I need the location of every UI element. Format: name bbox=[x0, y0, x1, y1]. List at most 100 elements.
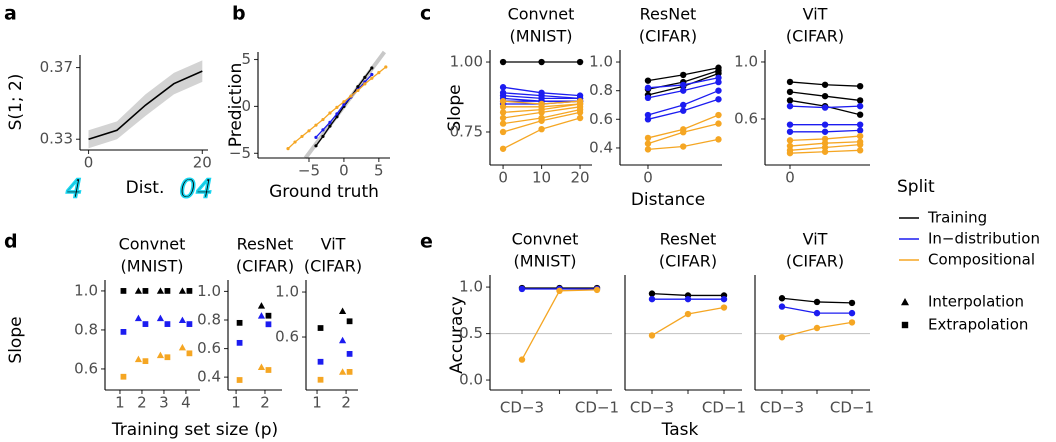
data-point bbox=[370, 66, 374, 70]
data-point bbox=[335, 105, 339, 109]
panel-label: a bbox=[4, 3, 17, 25]
triangle-marker bbox=[134, 314, 143, 322]
data-point bbox=[786, 128, 794, 135]
data-point bbox=[335, 112, 339, 116]
triangle-marker bbox=[178, 287, 187, 294]
data-point bbox=[321, 117, 325, 122]
data-point bbox=[848, 309, 856, 317]
y-axis-label: Slope bbox=[6, 316, 26, 363]
data-point bbox=[786, 97, 794, 104]
square-marker bbox=[142, 288, 149, 294]
panel-label: e bbox=[420, 231, 433, 253]
data-point bbox=[342, 102, 346, 107]
x-tick-label: 3 bbox=[159, 394, 169, 412]
data-point bbox=[576, 109, 584, 116]
x-tick-label: CD−1 bbox=[575, 399, 619, 417]
data-point bbox=[370, 76, 374, 80]
subplot-title: Convnet bbox=[119, 235, 186, 254]
data-point bbox=[786, 88, 794, 96]
square-marker bbox=[236, 339, 243, 346]
y-tick-label: 1.0 bbox=[734, 52, 758, 70]
x-axis-label: Training set size (p) bbox=[111, 420, 278, 440]
data-point bbox=[518, 285, 526, 293]
y-tick-label: 0.6 bbox=[275, 328, 299, 346]
data-point bbox=[715, 87, 722, 94]
data-point bbox=[680, 81, 687, 89]
panel-label: c bbox=[420, 3, 431, 25]
data-point bbox=[786, 78, 794, 86]
data-point bbox=[821, 81, 829, 88]
y-tick-label: 1.0 bbox=[275, 283, 299, 301]
subplot-title: (CIFAR) bbox=[304, 257, 362, 276]
data-point bbox=[786, 137, 794, 144]
triangle-marker bbox=[156, 314, 165, 322]
y-tick-label: 5 bbox=[241, 50, 251, 68]
square-marker bbox=[901, 321, 909, 329]
square-marker bbox=[120, 288, 127, 294]
data-point bbox=[321, 134, 325, 139]
square-marker bbox=[317, 376, 324, 383]
data-point bbox=[644, 116, 652, 123]
y-tick-label: 1.0 bbox=[74, 281, 98, 299]
y-tick-label: 1.0 bbox=[459, 278, 483, 296]
square-marker bbox=[317, 325, 324, 331]
data-point bbox=[300, 134, 304, 139]
data-point bbox=[786, 121, 794, 128]
data-point bbox=[538, 109, 545, 116]
subplot-title: (CIFAR) bbox=[786, 252, 844, 271]
data-point bbox=[848, 319, 856, 326]
data-point bbox=[821, 148, 829, 155]
triangle-marker bbox=[338, 368, 347, 375]
data-point bbox=[314, 135, 318, 139]
data-point bbox=[856, 132, 864, 140]
data-point bbox=[813, 298, 821, 306]
data-point bbox=[349, 94, 353, 98]
data-point bbox=[499, 114, 507, 122]
y-tick-label: 0.4 bbox=[197, 368, 221, 386]
y-tick-label: 0.8 bbox=[197, 311, 221, 329]
triangle-marker bbox=[901, 298, 909, 306]
data-point bbox=[314, 144, 318, 148]
triangle-marker bbox=[338, 307, 347, 315]
square-marker bbox=[346, 369, 353, 375]
data-point bbox=[518, 356, 526, 363]
subplot-title: (CIFAR) bbox=[236, 257, 294, 276]
data-point bbox=[644, 94, 652, 102]
square-marker bbox=[142, 358, 149, 365]
y-tick-label: 0 bbox=[241, 97, 251, 115]
legend-label: Compositional bbox=[928, 251, 1035, 269]
x-tick-label: 0 bbox=[339, 162, 349, 180]
triangle-marker bbox=[156, 287, 165, 294]
subplot-title: (MNIST) bbox=[510, 27, 573, 46]
data-point bbox=[856, 141, 864, 148]
square-marker bbox=[265, 321, 272, 328]
data-point bbox=[644, 77, 652, 84]
data-point bbox=[786, 102, 794, 110]
triangle-marker bbox=[156, 351, 165, 359]
data-point bbox=[680, 129, 687, 136]
square-marker bbox=[186, 321, 193, 327]
digit-example: 04 bbox=[179, 175, 212, 205]
data-point bbox=[328, 111, 332, 115]
y-tick-label: 1.0 bbox=[589, 53, 613, 71]
data-point bbox=[648, 332, 656, 339]
x-tick-label: 1 bbox=[231, 394, 241, 412]
x-tick-label: 0 bbox=[643, 169, 653, 187]
x-axis-label: Dist. bbox=[126, 178, 165, 198]
data-point bbox=[720, 304, 728, 311]
y-axis-label: Prediction bbox=[226, 63, 246, 147]
x-axis-label: Ground truth bbox=[269, 182, 379, 202]
data-point bbox=[556, 287, 563, 295]
data-point bbox=[363, 75, 367, 79]
series-line bbox=[521, 289, 598, 360]
triangle-marker bbox=[257, 302, 266, 309]
data-point bbox=[321, 128, 325, 132]
triangle-marker bbox=[338, 336, 347, 344]
x-tick-label: 20 bbox=[571, 169, 590, 187]
triangle-marker bbox=[178, 343, 187, 351]
y-tick-label: 0.75 bbox=[450, 122, 483, 140]
y-tick-label: 0.37 bbox=[40, 58, 73, 76]
data-point bbox=[538, 58, 545, 66]
x-tick-label: 10 bbox=[532, 169, 551, 187]
